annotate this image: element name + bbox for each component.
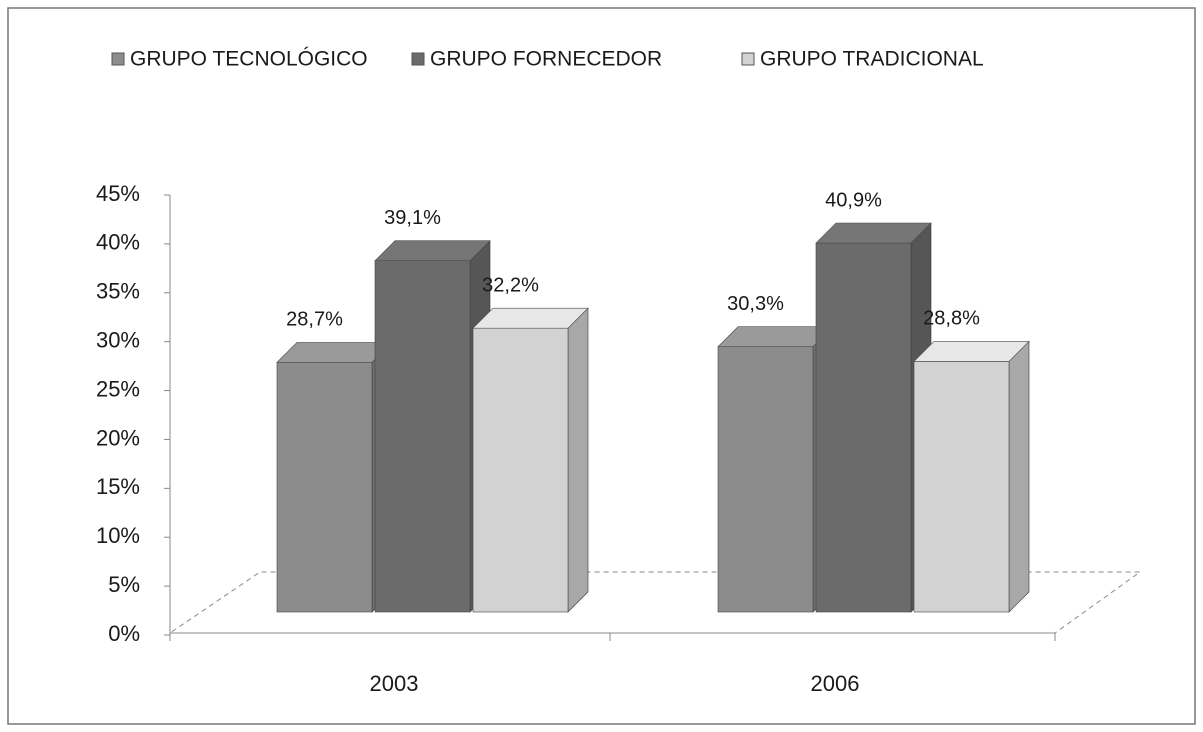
y-tick-label: 25% xyxy=(96,376,140,401)
bar-side xyxy=(567,307,589,613)
bar-front xyxy=(717,346,814,613)
value-label: 39,1% xyxy=(384,207,441,229)
bar xyxy=(913,340,1030,613)
y-tick-label: 35% xyxy=(96,279,140,304)
y-tick-label: 20% xyxy=(96,425,140,450)
bar xyxy=(815,222,932,613)
y-tick-label: 5% xyxy=(108,572,140,597)
bar-front xyxy=(276,362,373,613)
legend-label: GRUPO FORNECEDOR xyxy=(430,48,662,71)
y-tick-label: 30% xyxy=(96,327,140,352)
bar-side xyxy=(1008,340,1030,613)
y-tick-label: 0% xyxy=(108,621,140,646)
value-label: 28,7% xyxy=(286,309,343,331)
bar-front xyxy=(815,242,912,613)
legend-label: GRUPO TECNOLÓGICO xyxy=(130,48,368,71)
x-tick-label: 2003 xyxy=(370,671,419,696)
x-tick-label: 2006 xyxy=(811,671,860,696)
bar-top xyxy=(374,240,491,261)
legend-swatch xyxy=(111,52,125,66)
y-tick-label: 45% xyxy=(96,181,140,206)
bar-front xyxy=(913,361,1010,613)
bar-top xyxy=(472,307,589,329)
legend-label: GRUPO TRADICIONAL xyxy=(760,48,984,71)
bar-top xyxy=(815,222,932,244)
bar-top xyxy=(913,341,1030,362)
value-label: 32,2% xyxy=(482,274,539,296)
bar-front xyxy=(472,327,569,613)
y-tick-label: 15% xyxy=(96,474,140,499)
y-tick-label: 10% xyxy=(96,523,140,548)
legend-swatch xyxy=(741,52,755,66)
legend-swatch xyxy=(411,52,425,66)
value-label: 28,8% xyxy=(923,308,980,330)
value-label: 30,3% xyxy=(727,293,784,315)
y-tick-label: 40% xyxy=(96,230,140,255)
bar xyxy=(472,307,589,613)
bar-front xyxy=(374,260,471,613)
value-label: 40,9% xyxy=(825,189,882,211)
